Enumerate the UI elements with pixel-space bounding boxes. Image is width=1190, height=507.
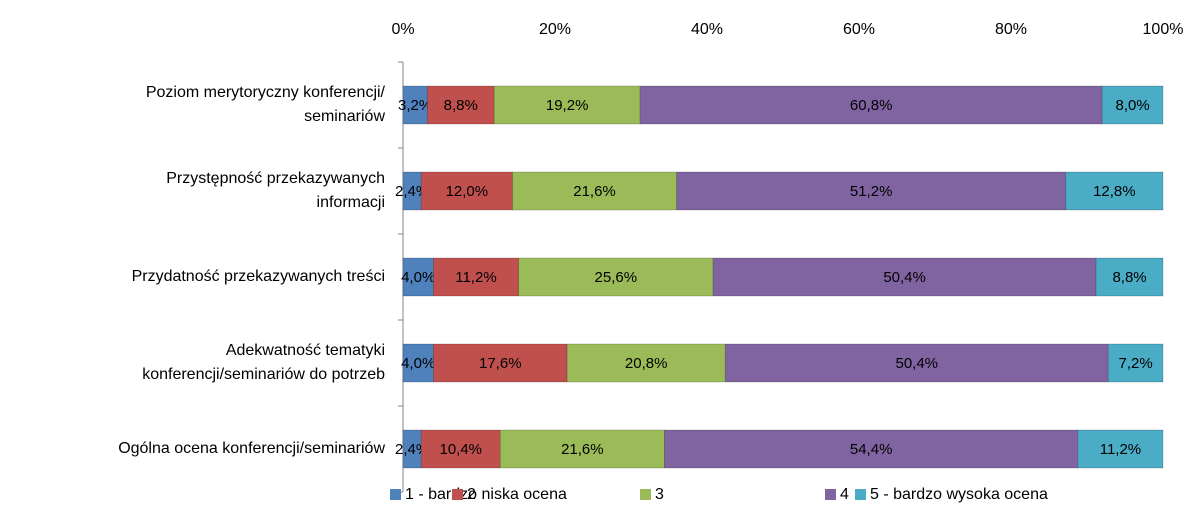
bar-segment [512, 171, 677, 211]
value-label: 17,6% [479, 355, 522, 372]
x-tick-label: 80% [995, 21, 1027, 38]
value-label: 8,8% [444, 97, 478, 114]
value-label: 2,4% [395, 441, 429, 458]
bar-segment [493, 85, 641, 125]
category-label: Ogólna ocena konferencji/seminariów [118, 440, 385, 457]
value-label: 2,4% [395, 183, 429, 200]
bar-segment [1107, 343, 1164, 383]
legend-label: 5 - bardzo wysoka ocena [870, 486, 1048, 503]
legend-swatch [825, 489, 836, 500]
value-label: 51,2% [850, 183, 893, 200]
bar-segment [402, 343, 434, 383]
value-label: 12,8% [1093, 183, 1136, 200]
x-tick-label: 20% [539, 21, 571, 38]
value-label: 50,4% [883, 269, 926, 286]
bar-segment [426, 85, 495, 125]
value-label: 20,8% [625, 355, 668, 372]
x-tick-label: 60% [843, 21, 875, 38]
bar-segment [1077, 429, 1164, 469]
bar-segment [712, 257, 1097, 297]
x-tick-label: 0% [391, 21, 414, 38]
value-label: 19,2% [546, 97, 589, 114]
value-label: 8,0% [1115, 97, 1149, 114]
value-label: 8,8% [1112, 269, 1146, 286]
bar-segment [402, 85, 428, 125]
bar-segment [1095, 257, 1164, 297]
category-label: seminariów [304, 108, 385, 125]
value-label: 4,0% [401, 355, 435, 372]
value-label: 21,6% [561, 441, 604, 458]
value-label: 4,0% [401, 269, 435, 286]
legend-label: 4 [840, 486, 849, 503]
legend-swatch [855, 489, 866, 500]
x-tick-label: 40% [691, 21, 723, 38]
value-label: 11,2% [1100, 441, 1141, 458]
value-label: 21,6% [573, 183, 616, 200]
legend-swatch [452, 489, 463, 500]
legend-label: 3 [655, 486, 664, 503]
bar-segment [1101, 85, 1164, 125]
value-label: 50,4% [895, 355, 938, 372]
value-label: 3,2% [398, 97, 432, 114]
bar-segment [402, 257, 434, 297]
value-label: 10,4% [439, 441, 482, 458]
category-label: informacji [317, 194, 385, 211]
bar-segment [499, 429, 665, 469]
category-label: Adekwatność tematyki [226, 342, 385, 359]
bar-segment [664, 429, 1079, 469]
category-label: konferencji/seminariów do potrzeb [142, 366, 385, 383]
value-label: 54,4% [850, 441, 893, 458]
bar-segment [420, 429, 501, 469]
category-label: Przystępność przekazywanych [166, 170, 385, 187]
category-label: Przydatność przekazywanych treści [132, 268, 385, 285]
value-label: 25,6% [595, 269, 638, 286]
category-label: Poziom merytoryczny konferencji/ [146, 84, 386, 101]
value-label: 7,2% [1119, 355, 1153, 372]
bar-segment [639, 85, 1103, 125]
legend-swatch [390, 489, 401, 500]
bar-segment [724, 343, 1109, 383]
legend-label: 2 [467, 486, 476, 503]
bar-segment [566, 343, 726, 383]
value-label: 12,0% [446, 183, 489, 200]
legend-label: 1 - bardzo niska ocena [405, 486, 567, 503]
bar-segment [433, 343, 568, 383]
legend-swatch [640, 489, 651, 500]
bar-segment [420, 171, 513, 211]
bar-segment [676, 171, 1067, 211]
x-tick-label: 100% [1143, 21, 1184, 38]
bar-segment [518, 257, 714, 297]
value-label: 60,8% [850, 97, 893, 114]
bar-segment [1065, 171, 1164, 211]
value-label: 11,2% [455, 269, 496, 286]
